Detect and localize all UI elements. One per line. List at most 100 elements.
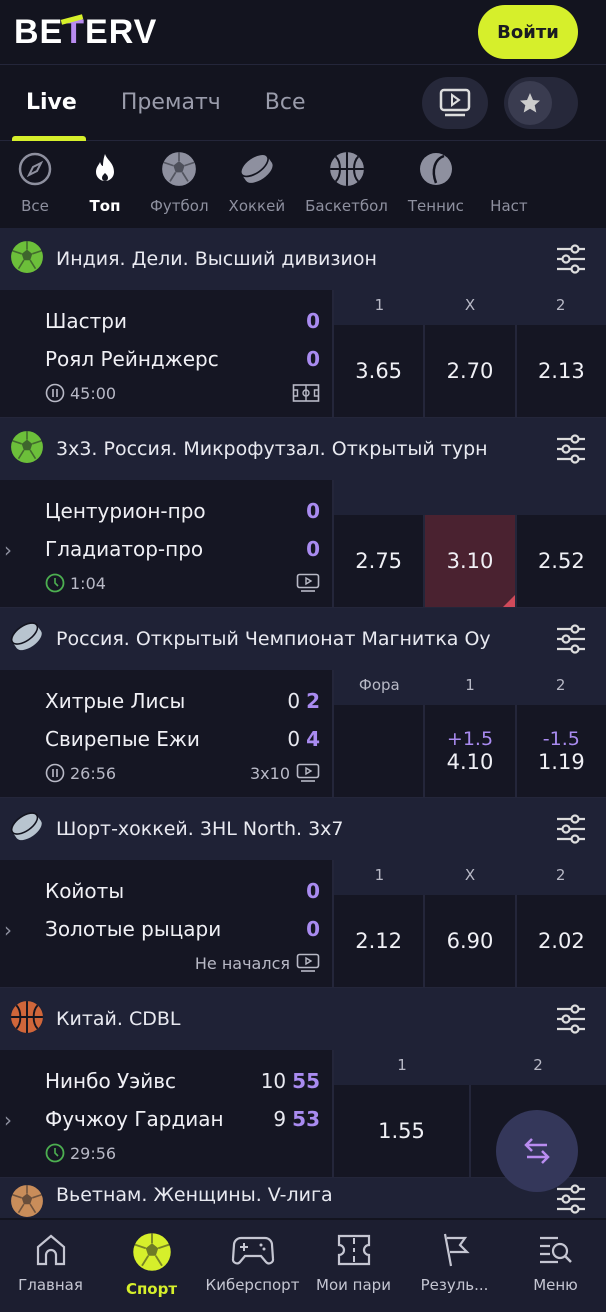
match-info-panel[interactable]: › Койоты 0 Золотые рыцари 0 Не начался	[0, 860, 334, 987]
sport-filter-hockey-puck[interactable]: Хоккей	[229, 151, 285, 215]
odds-header: 1	[374, 296, 385, 314]
sport-filter-basketball[interactable]: Баскетбол	[305, 151, 388, 215]
tab-prematch[interactable]: Прематч	[120, 90, 221, 115]
odds-cell[interactable]: 2.13	[514, 325, 606, 417]
league-header[interactable]: Индия. Дели. Высший дивизион	[0, 228, 606, 290]
sport-filter-table-tennis[interactable]: Наст	[484, 151, 534, 215]
match-info-panel[interactable]: › Нинбо Уэйвс 10 55 Фучжоу Гардиан 9 53 29:5…	[0, 1050, 334, 1177]
away-score: 0	[306, 537, 320, 561]
odds-cell[interactable]: 3.65	[334, 325, 423, 417]
match-time: 1:04	[70, 573, 106, 593]
sport-label: Теннис	[407, 197, 464, 215]
nav-label: Киберспорт	[205, 1276, 300, 1294]
nav-label: Меню	[533, 1276, 578, 1294]
league-filter-button[interactable]	[546, 1184, 596, 1214]
ticket-icon	[334, 1232, 374, 1276]
nav-home[interactable]: Главная	[1, 1232, 101, 1312]
match-row: › Центурион-про 0 Гладиатор-про 0 1:04 2.7…	[0, 480, 606, 608]
header: BE T ERV Войти	[0, 0, 606, 65]
league-filter-button[interactable]	[546, 624, 596, 654]
sport-filter-fire[interactable]: Топ	[80, 151, 130, 215]
home-score: 0	[306, 309, 320, 333]
home-games: 0	[287, 689, 301, 713]
swap-button[interactable]	[496, 1110, 578, 1192]
away-team: Роял Рейнджерс 0	[45, 340, 320, 378]
handicap-value: +1.5	[446, 728, 494, 750]
logo[interactable]: BE T ERV	[14, 12, 158, 51]
soccer-icon	[10, 240, 44, 279]
odds-cell[interactable]: 2.12	[334, 895, 423, 987]
away-team-name: Фучжоу Гардиан	[45, 1107, 224, 1131]
odds-header: 1	[374, 866, 385, 884]
video-button[interactable]	[422, 77, 488, 129]
nav-menu-search[interactable]: Меню	[506, 1232, 606, 1312]
away-team-name: Золотые рыцари	[45, 917, 222, 941]
chevron-right-icon[interactable]: ›	[4, 918, 12, 942]
match-info-panel[interactable]: › Центурион-про 0 Гладиатор-про 0 1:04	[0, 480, 334, 607]
clock-icon	[45, 1143, 65, 1163]
tennis-ball-icon	[418, 151, 454, 197]
league-header[interactable]: Шорт-хоккей. 3HL North. 3x7	[0, 798, 606, 860]
odds-value: 2.52	[537, 549, 585, 573]
league-filter-button[interactable]	[546, 814, 596, 844]
sport-filter-compass[interactable]: Все	[10, 151, 60, 215]
league-filter-button[interactable]	[546, 244, 596, 274]
bottom-nav: Главная Спорт Киберспорт Мои пари Резуль... М…	[0, 1220, 606, 1312]
odds-header: X	[464, 296, 476, 314]
away-team: Золотые рыцари 0	[45, 910, 320, 948]
odds-cell[interactable]: 2.52	[514, 515, 606, 607]
odds-cell	[334, 705, 423, 797]
league-filter-button[interactable]	[546, 1004, 596, 1034]
nav-gamepad[interactable]: Киберспорт	[203, 1232, 303, 1312]
nav-flag[interactable]: Резуль...	[405, 1232, 505, 1312]
nav-ticket[interactable]: Мои пари	[304, 1232, 404, 1312]
match-info-panel[interactable]: Шастри 0 Роял Рейнджерс 0 45:00	[0, 290, 334, 417]
tv-play-icon[interactable]	[296, 953, 320, 973]
nav-soccer-ball[interactable]: Спорт	[102, 1232, 202, 1312]
tab-all[interactable]: Все	[264, 90, 306, 115]
login-button[interactable]: Войти	[478, 5, 578, 59]
away-team: Фучжоу Гардиан 9 53	[45, 1100, 320, 1138]
odds-cell[interactable]: 1.55	[334, 1085, 469, 1177]
odds-cell[interactable]: 2.70	[423, 325, 514, 417]
event-feed: Индия. Дели. Высший дивизион Шастри 0 Роя…	[0, 228, 606, 1218]
tv-play-icon[interactable]	[296, 573, 320, 593]
odds-panel: Фора 1 2 +1.5 4.10 -1.5 1.19	[334, 670, 606, 797]
field-icon[interactable]	[292, 383, 320, 403]
league-header[interactable]: Россия. Открытый Чемпионат Магнитка Оу	[0, 608, 606, 670]
chevron-right-icon[interactable]: ›	[4, 1108, 12, 1132]
filter-settings-icon	[557, 624, 585, 654]
odds-cell[interactable]: 2.02	[514, 895, 606, 987]
odds-cell[interactable]: +1.5 4.10	[423, 705, 514, 797]
league-filter-button[interactable]	[546, 434, 596, 464]
main-tabs: Live Прематч Все	[0, 65, 606, 141]
tv-play-icon	[439, 88, 471, 117]
league-header[interactable]: Китай. CDBL	[0, 988, 606, 1050]
league-header[interactable]: Вьетнам. Женщины. V-лига	[0, 1178, 606, 1218]
tv-play-icon[interactable]	[296, 763, 320, 783]
odds-header: 2	[533, 1056, 543, 1074]
match-info-panel[interactable]: Хитрые Лисы 0 2 Свирепые Ежи 0 4 26:56 3x10	[0, 670, 334, 797]
odds-cell[interactable]: 2.75	[334, 515, 423, 607]
hockey-icon	[10, 810, 44, 849]
odds-value: 1.55	[378, 1119, 425, 1143]
odds-cell[interactable]: 6.90	[423, 895, 514, 987]
odds-value: 2.12	[355, 929, 403, 953]
odds-header: X	[464, 866, 476, 884]
odds-cell[interactable]: 3.10	[423, 515, 515, 607]
sport-filter-soccer-ball[interactable]: Футбол	[150, 151, 209, 215]
chevron-right-icon[interactable]: ›	[4, 538, 12, 562]
sport-filter-tennis-ball[interactable]: Теннис	[408, 151, 464, 215]
away-team-name: Гладиатор-про	[45, 537, 204, 561]
table-tennis-icon	[491, 151, 527, 197]
favorites-toggle[interactable]	[504, 77, 578, 129]
odds-panel: 1 X 2 3.65 2.70 2.13	[334, 290, 606, 417]
home-team: Нинбо Уэйвс 10 55	[45, 1062, 320, 1100]
league-header[interactable]: 3x3. Россия. Микрофутзал. Открытый турн	[0, 418, 606, 480]
league-name: Индия. Дели. Высший дивизион	[56, 248, 377, 270]
odds-cell[interactable]: -1.5 1.19	[514, 705, 606, 797]
league-name: Китай. CDBL	[56, 1008, 181, 1030]
tab-live[interactable]: Live	[26, 90, 77, 115]
odds-cell	[469, 1085, 606, 1177]
match-time: 45:00	[70, 383, 117, 403]
